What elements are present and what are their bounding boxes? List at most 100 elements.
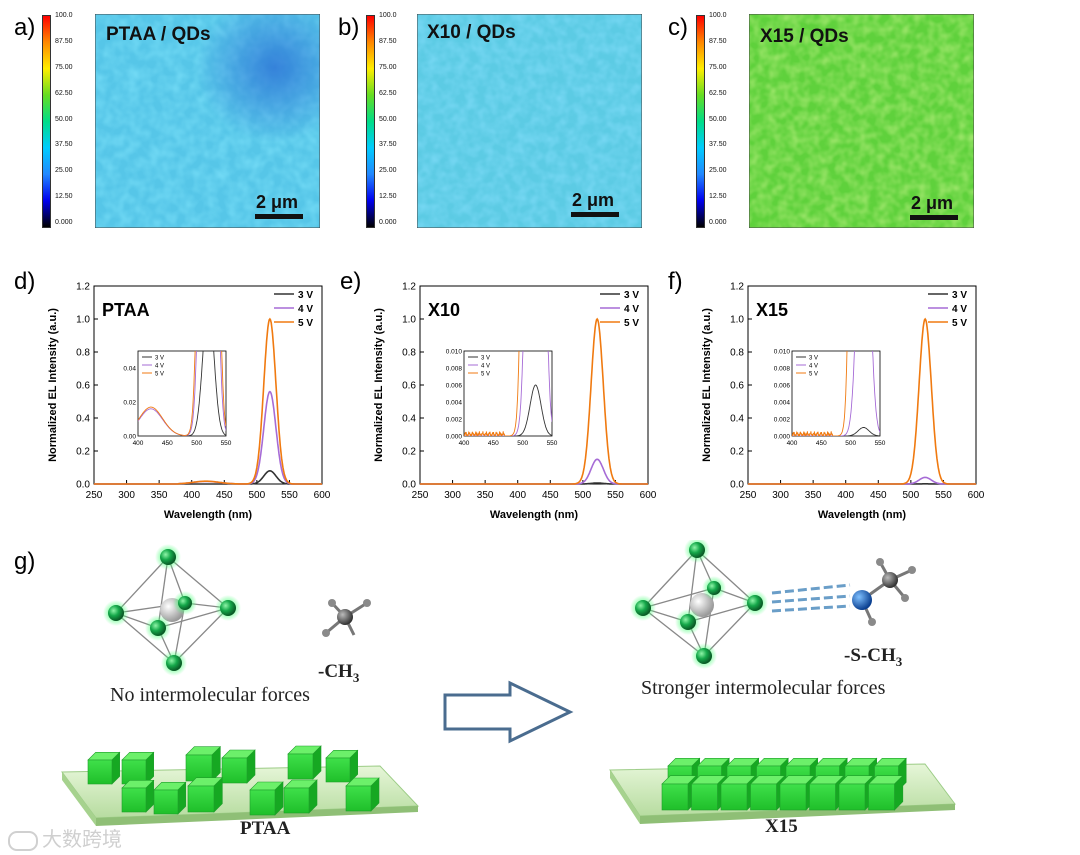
inset-legend-label: 3 V xyxy=(809,356,818,362)
inset-y-tick-label: 0.008 xyxy=(446,366,463,373)
nanocrystal-cube xyxy=(867,774,904,811)
inset-legend-label: 5 V xyxy=(809,372,818,378)
cube-front-face xyxy=(221,757,248,784)
nanocrystal-cube xyxy=(661,774,698,811)
colorbar-c xyxy=(696,15,705,228)
nanocrystal-cube xyxy=(720,774,757,811)
substrate-label-left: PTAA xyxy=(240,818,291,839)
panel-letter-f: f) xyxy=(668,268,683,295)
cube-front-face xyxy=(345,785,372,812)
inset-y-tick-label: 0.006 xyxy=(446,383,463,390)
scale-bar-a xyxy=(255,214,303,219)
colorbar-tick-label: 75.00 xyxy=(55,63,73,71)
y-tick-label: 0.0 xyxy=(730,480,744,491)
colorbar-tick-label: 62.50 xyxy=(709,89,727,97)
y-tick-label: 0.0 xyxy=(76,480,90,491)
x-tick-label: 450 xyxy=(542,490,559,501)
nanocrystal-cube xyxy=(221,749,256,784)
inset-y-tick-label: 0.000 xyxy=(774,434,791,441)
inset-y-tick-label: 0.04 xyxy=(123,366,136,373)
y-tick-label: 1.0 xyxy=(76,315,90,326)
colorbar-tick-label: 100.0 xyxy=(55,12,73,19)
chart-title: X15 xyxy=(756,300,788,320)
colorbar-tick-label: 87.50 xyxy=(379,37,397,45)
cube-front-face xyxy=(720,783,748,811)
colorbar-tick-label: 87.50 xyxy=(709,37,727,45)
panel-letter-e: e) xyxy=(340,268,362,295)
panel-letter-a: a) xyxy=(14,14,36,41)
y-axis-label: Normalized EL Intensity (a.u.) xyxy=(701,308,713,462)
nanocrystal-cube xyxy=(121,751,155,785)
x-tick-label: 300 xyxy=(772,490,789,501)
inset-legend-label: 4 V xyxy=(809,364,818,370)
panel-letter-c: c) xyxy=(668,14,688,41)
cube-front-face xyxy=(691,783,718,811)
chart-title: PTAA xyxy=(102,300,150,320)
inset-x-tick-label: 450 xyxy=(162,440,173,447)
cubes-right xyxy=(661,757,907,811)
nanocrystal-cube xyxy=(779,774,816,811)
colorbar-tick-label: 0.000 xyxy=(709,219,727,226)
colorbar-tick-label: 25.00 xyxy=(379,167,397,175)
group-label-left-sub: 3 xyxy=(352,669,360,685)
inset-x-tick-label: 550 xyxy=(221,440,232,447)
scale-label-a: 2 μm xyxy=(256,192,299,212)
x-tick-label: 300 xyxy=(444,490,461,501)
legend-label: 4 V xyxy=(952,304,967,315)
y-tick-label: 0.6 xyxy=(402,381,416,392)
group-label-right-sub: 3 xyxy=(895,653,903,669)
inset-y-tick-label: 0.002 xyxy=(446,417,463,424)
inset-x-tick-label: 450 xyxy=(488,440,499,447)
x-tick-label: 350 xyxy=(805,490,822,501)
inset-series-line xyxy=(792,427,880,436)
x-tick-label: 600 xyxy=(640,490,657,501)
watermark-logo-icon xyxy=(8,830,38,851)
el-chart-e: 250 300 350 400 450 500 550 600 0.0 0.2 0.4 0.6 0.8 1… xyxy=(373,282,657,522)
inset-legend-label: 3 V xyxy=(155,356,164,362)
cube-front-face xyxy=(121,759,147,785)
interaction-dashes xyxy=(771,583,851,613)
inset-y-tick-label: 0.008 xyxy=(774,366,791,373)
nanocrystal-cube xyxy=(185,745,222,782)
nanocrystal-cube xyxy=(249,781,284,816)
thiomethyl-molecule-right xyxy=(852,558,916,626)
colorbar-b xyxy=(366,15,375,228)
inset-x-tick-label: 500 xyxy=(517,440,528,447)
cube-front-face xyxy=(868,783,895,811)
inset-series-line xyxy=(464,351,520,436)
inset-y-tick-label: 0.02 xyxy=(123,400,136,407)
nanocrystal-cube xyxy=(283,779,318,814)
colorbar-tick-label: 12.50 xyxy=(55,193,73,201)
map-title-a: PTAA / QDs xyxy=(106,24,211,45)
colorbar-tick-label: 62.50 xyxy=(55,89,73,97)
group-label-right-text: -S-CH xyxy=(844,645,896,666)
caption-right: Stronger intermolecular forces xyxy=(641,677,886,699)
colorbar-tick-label: 87.50 xyxy=(55,37,73,45)
colorbar-tick-label: 75.00 xyxy=(709,63,727,71)
inset-frame xyxy=(463,350,553,437)
watermark-text: 大数跨境 xyxy=(42,827,122,851)
inset-y-tick-label: 0.000 xyxy=(446,434,463,441)
x-tick-label: 550 xyxy=(281,490,298,501)
panel-letter-g: g) xyxy=(14,548,36,575)
y-tick-label: 0.4 xyxy=(76,414,90,425)
scale-label-c: 2 μm xyxy=(911,193,954,213)
x-axis-label: Wavelength (nm) xyxy=(490,509,579,521)
cube-front-face xyxy=(249,789,276,816)
legend-label: 4 V xyxy=(624,304,639,315)
colorbar-tick-label: 100.0 xyxy=(709,12,727,19)
colorbar-tick-label: 37.50 xyxy=(379,141,397,149)
cube-front-face xyxy=(283,787,310,814)
colorbar-a xyxy=(42,15,51,228)
nanocrystal-cube xyxy=(838,774,875,811)
caption-left: No intermolecular forces xyxy=(110,684,310,706)
x-tick-label: 250 xyxy=(412,490,429,501)
inset-x-tick-label: 550 xyxy=(875,440,886,447)
y-tick-label: 0.8 xyxy=(402,348,416,359)
x-axis-label: Wavelength (nm) xyxy=(164,509,253,521)
y-tick-label: 0.6 xyxy=(76,381,90,392)
colorbar-tick-label: 0.000 xyxy=(55,219,73,226)
inset-x-tick-label: 400 xyxy=(459,440,470,447)
y-tick-label: 0.2 xyxy=(76,447,90,458)
map-b xyxy=(417,14,642,228)
